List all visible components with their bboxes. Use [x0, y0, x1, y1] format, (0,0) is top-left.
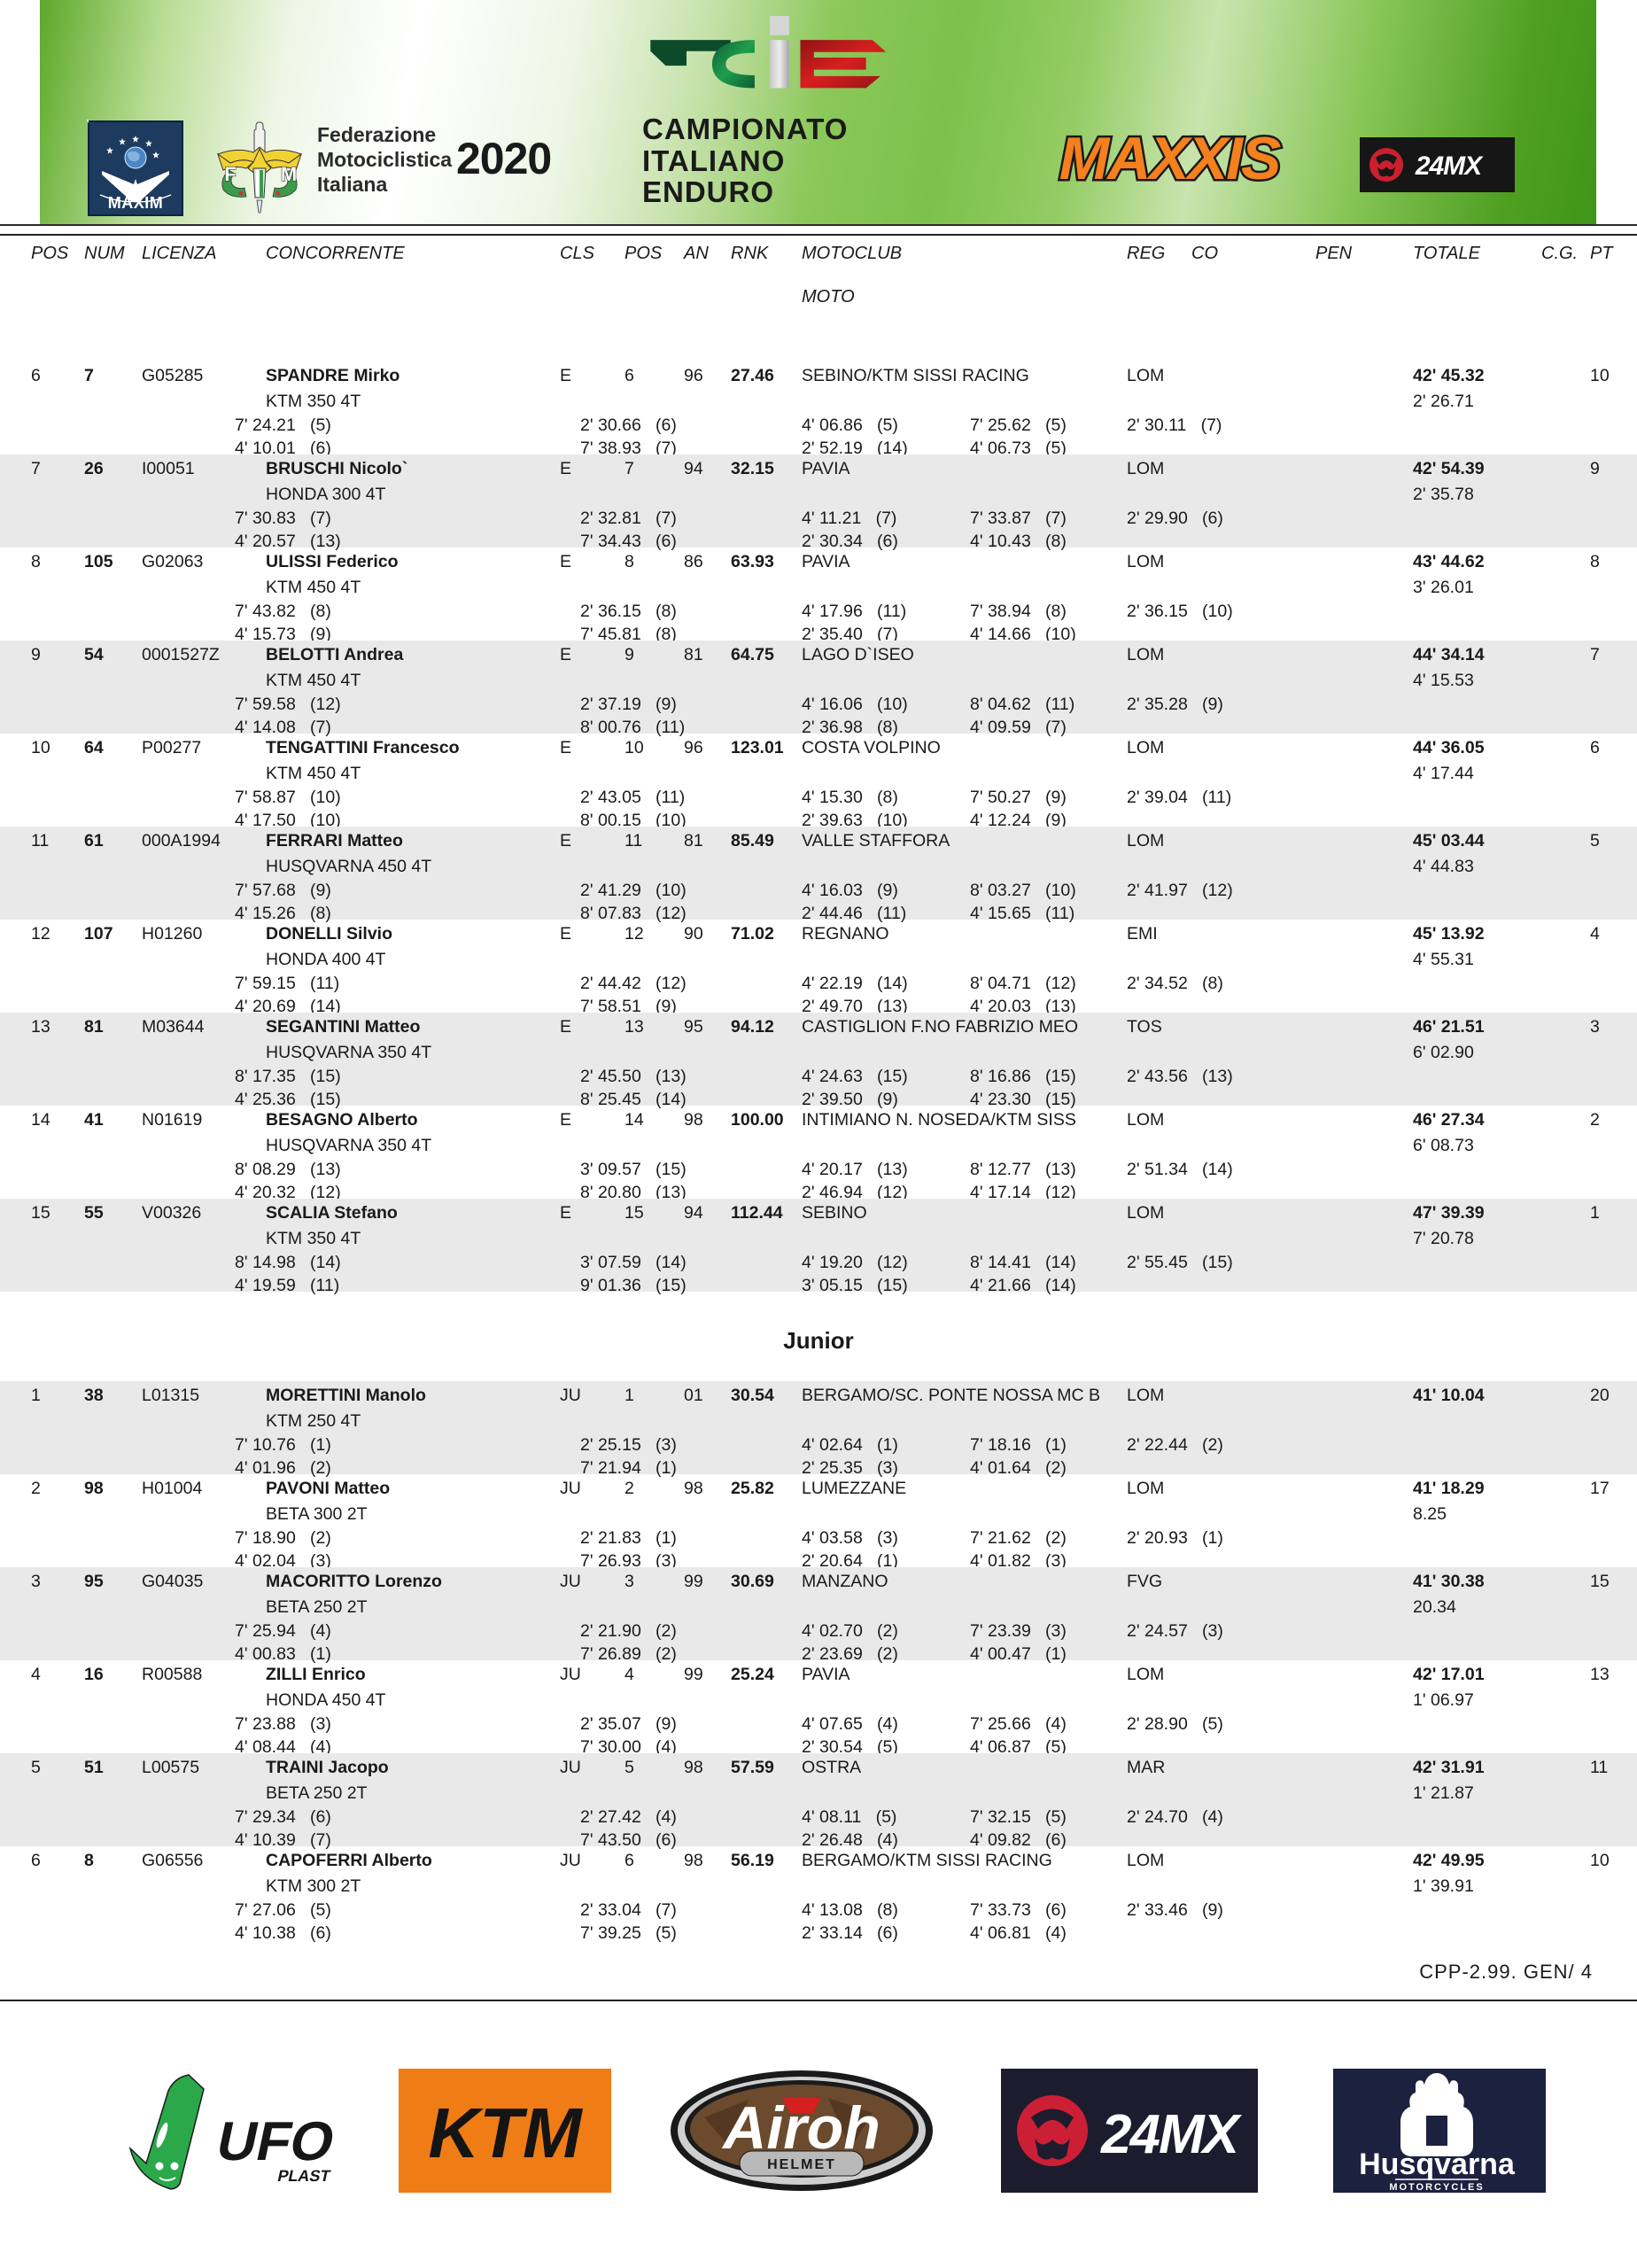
svg-text:HELMET: HELMET: [767, 2157, 836, 2172]
svg-text:24MX: 24MX: [1100, 2104, 1243, 2165]
svg-text:Husqvarna: Husqvarna: [1359, 2148, 1516, 2181]
svg-text:PLAST: PLAST: [276, 2167, 332, 2185]
svg-text:KTM: KTM: [428, 2093, 584, 2172]
svg-text:UFO: UFO: [212, 2111, 341, 2172]
svg-text:MOTORCYCLES: MOTORCYCLES: [1389, 2182, 1484, 2193]
